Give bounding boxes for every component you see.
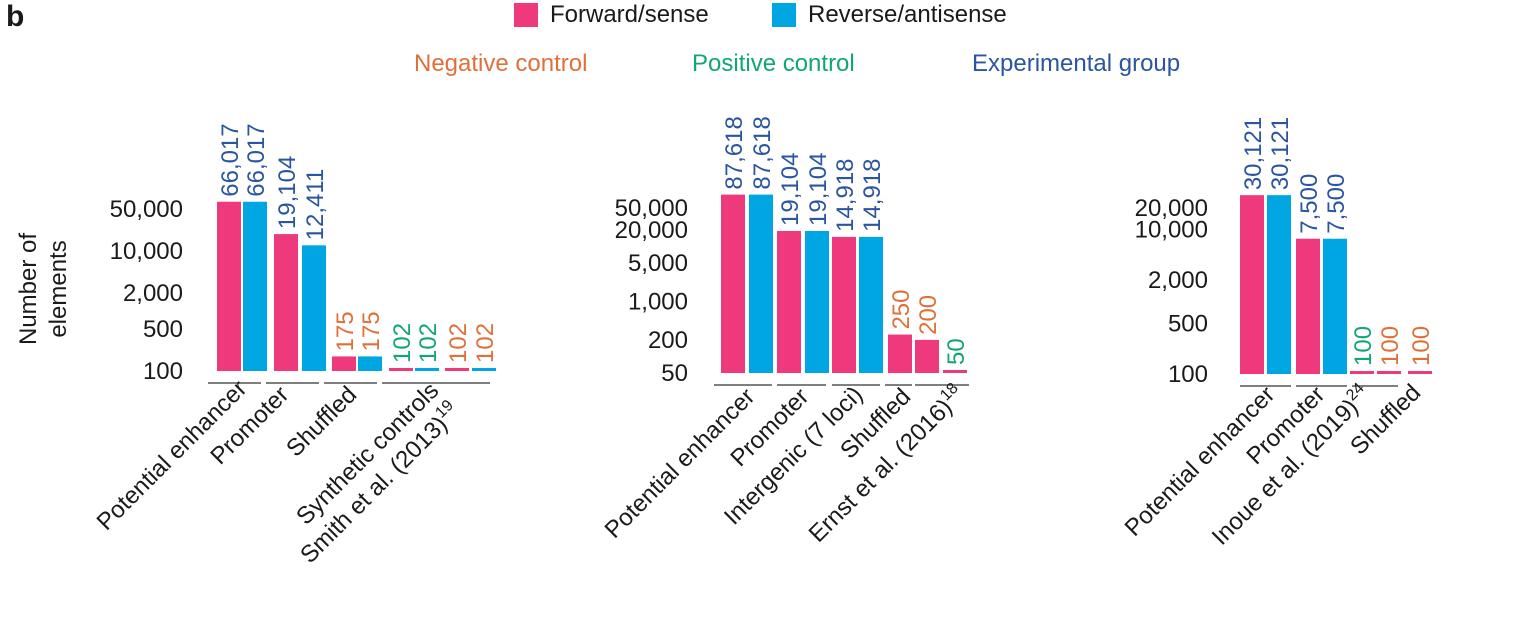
bar [777,230,801,373]
data-label: 100 [1408,326,1435,366]
legend-label-reverse: Reverse/antisense [808,1,1007,28]
bar [915,339,939,373]
bar [749,194,773,373]
data-label: 175 [358,311,385,351]
data-label: 19,104 [777,153,804,226]
data-label: 14,918 [832,158,859,231]
bar [217,201,241,371]
y-tick-label: 10,000 [1135,217,1208,244]
bar [1267,195,1291,374]
bar [332,356,356,371]
bar [243,201,267,371]
bar [1350,371,1374,374]
data-label: 19,104 [805,153,832,226]
data-label: 87,618 [749,116,776,189]
y-tick-label: 100 [1168,361,1208,388]
y-tick-label: 2,000 [123,280,183,307]
bar [274,234,298,371]
category-label: Shuffled [281,381,362,462]
y-tick-label: 50,000 [615,195,688,222]
data-label: 100 [1350,326,1377,366]
data-label: 100 [1377,326,1404,366]
data-label: 50 [943,338,970,365]
bar [832,236,856,373]
legend-label-forward: Forward/sense [550,1,709,28]
y-tick-label: 20,000 [1135,195,1208,222]
data-label: 102 [472,323,499,363]
y-tick-label: 500 [1168,311,1208,338]
legend-item-forward: Forward/sense [514,0,709,30]
data-label: 200 [915,295,942,335]
data-label: 30,121 [1240,117,1267,190]
legend-swatch-reverse [772,3,796,27]
bar [358,356,382,371]
bar [1323,238,1347,374]
bar [859,236,883,373]
data-label: 250 [888,290,915,330]
bar [943,370,967,373]
data-label: 19,104 [274,156,301,229]
data-label: 66,017 [217,123,244,196]
y-tick-label: 2,000 [1148,267,1208,294]
data-label: 66,017 [243,123,270,196]
data-label: 102 [445,323,472,363]
bar [1408,371,1432,374]
y-tick-label: 20,000 [615,217,688,244]
bar [472,368,496,371]
y-tick-label: 50 [661,360,688,387]
legend-item-reverse: Reverse/antisense [772,0,1007,30]
data-label: 7,500 [1323,174,1350,234]
panel-label: b [6,0,25,33]
y-tick-label: 500 [143,316,183,343]
bar [721,194,745,373]
data-label: 102 [389,323,416,363]
y-tick-label: 200 [648,327,688,354]
group-label-positive-control: Positive control [692,50,855,77]
data-label: 14,918 [859,158,886,231]
legend-swatch-forward [514,3,538,27]
bar [415,368,439,371]
bar [302,245,326,371]
bar [1377,371,1401,374]
bar [805,230,829,373]
y-tick-label: 10,000 [110,238,183,265]
y-tick-label: 5,000 [628,250,688,277]
bar [1296,238,1320,374]
bar [389,368,413,371]
group-label-experimental-group: Experimental group [972,50,1181,77]
y-tick-label: 100 [143,358,183,385]
data-label: 7,500 [1296,174,1323,234]
bar [888,334,912,373]
data-label: 12,411 [302,169,329,241]
y-tick-label: 50,000 [110,196,183,223]
bar [1240,195,1264,374]
y-tick-label: 1,000 [628,288,688,315]
data-label: 102 [415,323,442,363]
group-label-negative-control: Negative control [414,50,588,77]
data-label: 30,121 [1267,117,1294,190]
bar [445,368,469,371]
data-label: 87,618 [721,116,748,189]
data-label: 175 [332,311,359,351]
